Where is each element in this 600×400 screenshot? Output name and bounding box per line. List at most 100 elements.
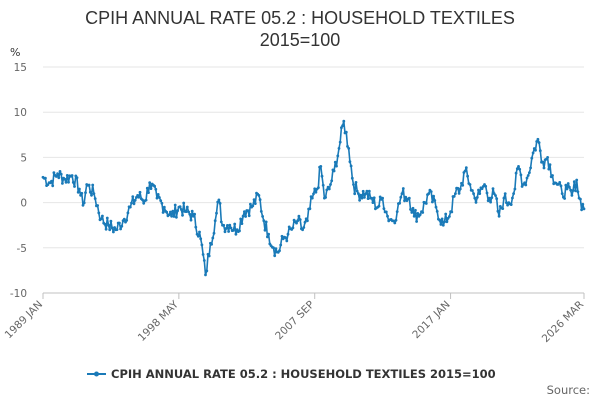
data-point[interactable]	[179, 208, 183, 211]
data-point[interactable]	[65, 174, 69, 177]
data-point[interactable]	[227, 230, 231, 233]
data-point[interactable]	[313, 187, 317, 191]
series-line-group[interactable]	[41, 119, 586, 277]
data-point[interactable]	[319, 165, 323, 168]
data-point[interactable]	[570, 194, 574, 197]
data-point[interactable]	[75, 176, 79, 180]
data-point[interactable]	[115, 228, 119, 232]
data-point[interactable]	[352, 183, 355, 186]
data-point[interactable]	[211, 236, 215, 240]
data-point[interactable]	[332, 169, 336, 173]
data-point[interactable]	[61, 182, 64, 185]
data-point[interactable]	[295, 221, 298, 225]
data-point[interactable]	[490, 196, 494, 200]
data-point[interactable]	[205, 269, 209, 273]
data-point[interactable]	[484, 184, 488, 188]
data-point[interactable]	[182, 201, 186, 205]
data-point[interactable]	[575, 178, 579, 182]
data-point[interactable]	[257, 194, 261, 197]
data-point[interactable]	[525, 176, 529, 180]
data-point[interactable]	[538, 149, 542, 153]
data-point[interactable]	[392, 219, 395, 223]
data-point[interactable]	[509, 203, 513, 207]
data-point[interactable]	[472, 192, 475, 196]
data-point[interactable]	[159, 199, 163, 203]
data-point[interactable]	[535, 140, 539, 143]
data-point[interactable]	[50, 179, 53, 183]
data-point[interactable]	[515, 167, 519, 171]
data-point[interactable]	[548, 163, 552, 167]
data-point[interactable]	[154, 187, 158, 191]
data-point[interactable]	[156, 193, 160, 196]
data-point[interactable]	[511, 196, 514, 200]
data-point[interactable]	[132, 202, 136, 206]
data-point[interactable]	[330, 179, 334, 183]
data-point[interactable]	[67, 180, 70, 184]
data-point[interactable]	[513, 187, 517, 191]
data-point[interactable]	[105, 216, 109, 220]
data-point[interactable]	[314, 190, 318, 194]
data-point[interactable]	[161, 211, 165, 214]
data-point[interactable]	[279, 243, 283, 247]
data-point[interactable]	[187, 210, 191, 214]
data-point[interactable]	[297, 214, 301, 218]
data-point[interactable]	[44, 176, 47, 180]
data-point[interactable]	[494, 194, 497, 197]
data-point[interactable]	[530, 156, 534, 160]
data-point[interactable]	[491, 187, 495, 191]
data-point[interactable]	[212, 231, 216, 235]
data-point[interactable]	[372, 196, 376, 200]
data-point[interactable]	[347, 147, 351, 150]
data-point[interactable]	[263, 228, 267, 232]
data-point[interactable]	[503, 192, 507, 196]
data-point[interactable]	[52, 171, 56, 175]
data-point[interactable]	[441, 223, 445, 227]
data-point[interactable]	[349, 164, 353, 168]
data-point[interactable]	[580, 208, 583, 212]
data-point[interactable]	[353, 192, 357, 196]
data-point[interactable]	[104, 227, 108, 231]
data-point[interactable]	[246, 209, 250, 213]
data-point[interactable]	[252, 198, 256, 202]
data-point[interactable]	[477, 188, 480, 192]
data-point[interactable]	[158, 196, 161, 199]
data-point[interactable]	[474, 201, 478, 204]
data-point[interactable]	[320, 174, 324, 178]
data-point[interactable]	[147, 191, 150, 195]
data-point[interactable]	[371, 201, 375, 205]
data-point[interactable]	[546, 156, 549, 159]
data-point[interactable]	[565, 187, 569, 191]
data-point[interactable]	[243, 210, 246, 214]
data-point[interactable]	[93, 197, 97, 201]
data-point[interactable]	[355, 189, 359, 193]
data-point[interactable]	[200, 243, 204, 247]
data-point[interactable]	[56, 172, 59, 176]
data-point[interactable]	[524, 183, 528, 187]
data-point[interactable]	[427, 192, 431, 196]
data-point[interactable]	[519, 173, 523, 177]
data-point[interactable]	[327, 187, 331, 191]
data-point[interactable]	[84, 191, 87, 195]
data-point[interactable]	[439, 223, 443, 226]
data-point[interactable]	[501, 207, 505, 211]
data-point[interactable]	[126, 211, 130, 215]
data-point[interactable]	[78, 187, 81, 191]
data-point[interactable]	[566, 182, 570, 185]
data-point[interactable]	[238, 229, 241, 233]
data-point[interactable]	[218, 202, 222, 205]
data-point[interactable]	[569, 188, 573, 192]
data-point[interactable]	[502, 196, 506, 200]
data-point[interactable]	[354, 181, 358, 184]
data-point[interactable]	[457, 192, 461, 195]
data-point[interactable]	[109, 219, 113, 223]
data-point[interactable]	[505, 201, 508, 205]
data-point[interactable]	[329, 183, 332, 186]
data-point[interactable]	[193, 212, 197, 216]
data-point[interactable]	[188, 212, 192, 216]
data-point[interactable]	[108, 228, 112, 232]
data-point[interactable]	[468, 183, 472, 186]
data-point[interactable]	[213, 219, 217, 223]
data-point[interactable]	[421, 211, 425, 214]
data-point[interactable]	[138, 190, 142, 194]
data-point[interactable]	[210, 242, 214, 246]
